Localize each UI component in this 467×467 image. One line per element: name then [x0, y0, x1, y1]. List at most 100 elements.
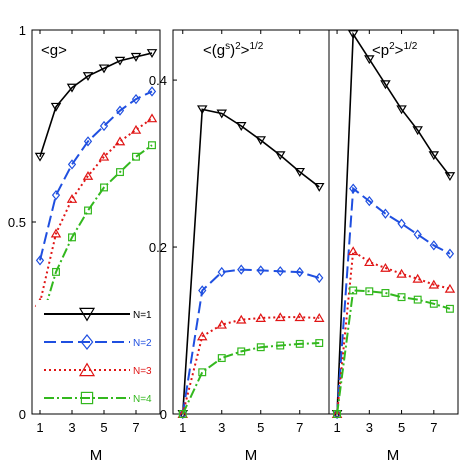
legend-marker-n3: [78, 362, 96, 377]
panel-p-rms-title-sup2: 1/2: [403, 41, 417, 52]
panel-gs-rms-series-n4-point: [237, 347, 246, 356]
panel-gs-rms-series-n1-point: [255, 136, 266, 146]
panel-gs-rms-title-lead: <(g: [203, 42, 225, 59]
panel-mean-g-series-n4-line: [39, 144, 153, 326]
legend-label-n4: N=4: [133, 394, 152, 405]
panel-gs-rms-series-n2-point: [256, 265, 265, 276]
panel-mean-g-series-n2-point: [131, 93, 141, 105]
panel-mean-g: <g> 1 3 5 7 0 0.5 1 N=1 N=2 N=3 N=4: [8, 23, 161, 435]
panel-mean-g-xlabel: M: [90, 447, 103, 464]
panel-p-rms-series-n1-point: [380, 80, 391, 90]
panel-gs-rms-series-n2-point: [198, 285, 207, 296]
panel-gs-rms-series-n2-point: [295, 266, 304, 278]
panel-p-rms-series-n1-point: [396, 105, 407, 115]
panel-gs-rms-series-n3-point: [294, 312, 305, 322]
panel-p-rms-series-n3-point: [347, 246, 359, 256]
panel-p-rms-series-n1-point: [412, 126, 423, 136]
panel-gs-rms-ytick-label: 0.4: [149, 73, 167, 88]
panel-mean-g-series-n1-point: [114, 56, 126, 66]
panel-gs-rms-series-n4-point: [315, 339, 324, 348]
panel-mean-g-series-n4-point: [84, 206, 92, 215]
panel-mean-g-series-n3-point: [98, 151, 110, 161]
panel-mean-g-series-n2-point: [99, 120, 109, 132]
panel-mean-g-series-n2-point: [83, 136, 93, 147]
panel-p-rms-series-n2-point: [349, 183, 358, 194]
panel-p-rms-title-sup1: 2: [389, 41, 395, 52]
panel-mean-g-series-n3-point: [130, 124, 142, 134]
panel-mean-g-series-n1-point: [34, 152, 46, 162]
legend-label-n3: N=3: [133, 366, 152, 377]
panel-gs-rms-series-n4-line: [181, 342, 320, 415]
panel-p-rms-series-n1-line: [336, 31, 451, 415]
panel-gs-rms-series-n3-point: [314, 313, 325, 322]
panel-p-rms-series-n2-line: [336, 186, 451, 415]
panel-gs-rms-ticks: 1 3 5 7 0 0.2 0.4: [149, 30, 303, 435]
panel-p-rms-series-n2-point: [332, 408, 342, 420]
panel-p-rms-xlabel: M: [387, 447, 400, 464]
legend-entries: N=1 N=2 N=3 N=4: [44, 307, 152, 405]
panel-p-rms: <p2>1/2 1 3 5 7 M: [328, 29, 459, 464]
panel-gs-rms-series-n4-point: [198, 368, 207, 377]
panel-mean-g-series-n3-point: [146, 113, 158, 123]
panel-mean-g-series-n1-line: [39, 52, 153, 157]
panel-p-rms-frame: [328, 29, 459, 415]
panel-p-rms-series-n4-point: [333, 410, 342, 418]
panel-p-rms-xtick-label: 7: [430, 420, 437, 435]
panel-p-rms-series-n3-line: [336, 249, 451, 415]
legend-marker-n4: [80, 391, 94, 405]
panel-p-rms-series-n4-point: [429, 299, 438, 308]
panel-p-rms-title-mid: >: [395, 42, 404, 59]
legend-label-n2: N=2: [133, 338, 152, 349]
panel-p-rms-series-n2-point: [381, 208, 390, 219]
panel-gs-rms-title-sup3: 1/2: [249, 41, 263, 52]
panel-p-rms-series-n4-point: [445, 304, 454, 313]
panel-p-rms-series-n4-point: [381, 288, 390, 297]
panel-p-rms-series-n2-point: [445, 248, 455, 259]
panel-mean-g-series-n3-point: [66, 193, 78, 203]
panel-mean-g-xtick-label: 1: [36, 420, 43, 435]
panel-gs-rms-series-n1-point: [294, 167, 305, 177]
legend-marker-n1: [78, 307, 96, 322]
panel-gs-rms-title-mid: ): [230, 42, 235, 59]
panel-p-rms-xtick-label: 1: [333, 420, 340, 435]
panel-gs-rms-ytick-label: 0: [160, 407, 167, 422]
panel-gs-rms-series-n1-point: [275, 151, 286, 161]
panel-p-rms-series-n4-line: [336, 289, 451, 415]
panel-gs-rms-series-n2-point: [237, 264, 246, 275]
legend-box: [36, 300, 158, 410]
panel-mean-g-series-n2-point: [51, 189, 61, 201]
panel-p-rms-series-n3-point: [444, 283, 456, 293]
panel-mean-g-series-n3-point: [114, 136, 126, 146]
panel-p-rms-series-n3-point: [412, 273, 423, 283]
panel-p-rms-series-n1-point: [364, 55, 375, 65]
panel-gs-rms-title-sup2: 2: [235, 41, 241, 52]
legend-label-n1: N=1: [133, 310, 152, 321]
panel-gs-rms-series-n2-point: [217, 266, 226, 278]
panel-mean-g-ytick-label: 1: [19, 23, 26, 38]
panel-mean-g-series-n1-point: [98, 64, 110, 74]
panel-p-rms-series-n1-point: [444, 172, 456, 182]
panel-gs-rms-series-n4-point: [295, 339, 304, 348]
panel-gs-rms-xtick-label: 3: [218, 420, 225, 435]
panel-gs-rms-series-n3-point: [255, 313, 266, 322]
panel-p-rms-series-n4-point: [349, 286, 358, 295]
panel-p-rms-series-n3-point: [364, 257, 375, 267]
panel-mean-g-xtick-label: 3: [68, 420, 75, 435]
panel-mean-g-series-n2-line: [39, 90, 153, 261]
panel-mean-g-series-n1-point: [130, 52, 142, 62]
panel-p-rms-title: <p2>1/2: [372, 41, 418, 59]
panel-gs-rms-xlabel: M: [245, 447, 258, 464]
legend: N=1 N=2 N=3 N=4: [36, 300, 158, 410]
panel-p-rms-series-n1-point: [428, 151, 440, 161]
panel-p-rms-series: [331, 30, 456, 420]
panel-gs-rms-title-sup1: s: [225, 41, 230, 52]
panel-mean-g-series-n3-point: [50, 228, 62, 238]
panel-gs-rms-series-n2-point: [315, 272, 324, 284]
panel-mean-g-series-n3-point: [82, 170, 94, 180]
panel-gs-rms-title-mid2: >: [241, 42, 250, 59]
panel-p-rms-xtick-label: 3: [366, 420, 373, 435]
panel-mean-g-ytick-label: 0.5: [8, 215, 26, 230]
panel-gs-rms-title: <(gs)2>1/2: [203, 41, 264, 59]
panel-gs-rms: <(gs)2>1/2 1 3 5 7 0 0.2 0.4 M: [149, 29, 330, 464]
